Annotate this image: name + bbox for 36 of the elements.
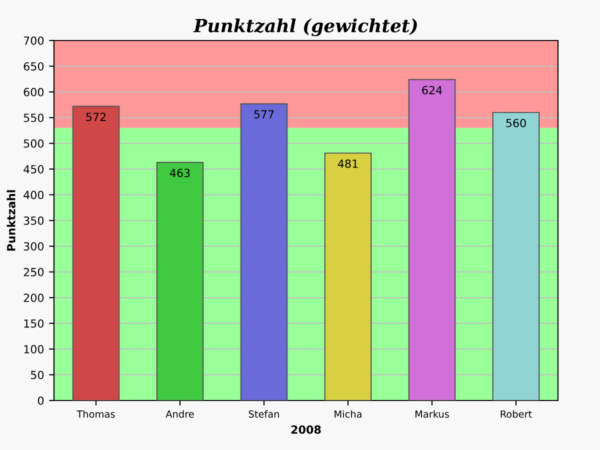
data-label: 481 — [338, 159, 358, 168]
bar — [240, 103, 288, 400]
bar — [492, 112, 540, 400]
x-tick-label: Thomas — [76, 410, 115, 418]
y-tick-label: 450 — [24, 165, 44, 174]
data-label: 577 — [254, 110, 274, 119]
x-tick-label: Robert — [500, 410, 532, 418]
bar — [324, 152, 372, 400]
data-label: 624 — [422, 86, 442, 94]
data-label: 560 — [506, 118, 526, 128]
x-axis-title: 2008 — [291, 425, 321, 434]
y-tick-label: 200 — [24, 294, 44, 302]
y-tick-label: 250 — [24, 268, 44, 276]
y-tick-label: 650 — [24, 62, 44, 71]
y-tick-label: 150 — [24, 319, 44, 328]
y-tick-label: 600 — [24, 88, 44, 96]
x-tick-label: Andre — [166, 410, 194, 418]
x-tick-label: Micha — [334, 410, 362, 418]
chart-title: Punktzahl (gewichtet) — [193, 18, 417, 36]
y-tick-label: 550 — [24, 114, 44, 122]
y-tick-label: 50 — [30, 370, 44, 380]
y-axis-title: Punktzahl — [6, 190, 16, 251]
y-tick-label: 350 — [24, 216, 44, 225]
x-tick-label: Markus — [416, 410, 449, 418]
y-tick-label: 0 — [38, 396, 44, 405]
y-tick-label: 700 — [24, 36, 44, 45]
y-tick-label: 500 — [24, 139, 44, 148]
data-label: 572 — [86, 112, 106, 122]
y-tick-label: 400 — [24, 190, 44, 200]
y-tick-label: 100 — [24, 345, 44, 354]
data-label: 463 — [170, 168, 190, 178]
bar — [72, 106, 120, 400]
bar — [156, 162, 204, 400]
x-tick-label: Stefan — [248, 410, 279, 418]
y-tick-label: 300 — [24, 242, 44, 251]
bar — [408, 79, 456, 400]
